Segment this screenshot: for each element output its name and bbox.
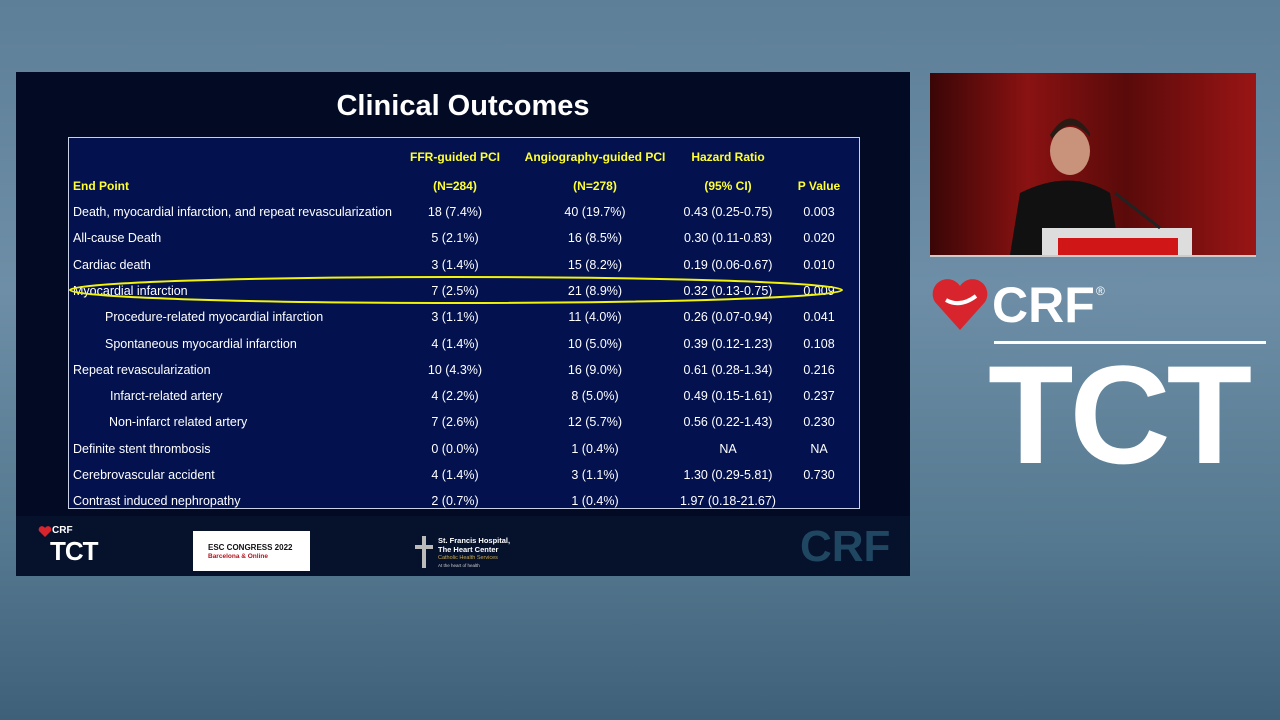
row-label: Death, myocardial infarction, and repeat… xyxy=(73,205,392,219)
heart-icon xyxy=(38,526,52,537)
cell: 1 (0.4%) xyxy=(571,494,619,509)
cell: 8 (5.0%) xyxy=(571,389,619,404)
footer-tct: TCT xyxy=(50,536,99,566)
cell: 1.97 (0.18-21.67) xyxy=(680,494,776,509)
hospital-text: St. Francis Hospital, xyxy=(438,536,511,545)
cell: 0.041 xyxy=(803,310,835,325)
cell: NA xyxy=(810,441,828,456)
brand-rule xyxy=(994,341,1266,344)
slide: Clinical Outcomes FFR-guided PCI Angiogra… xyxy=(16,72,910,576)
row-label: Non-infarct related artery xyxy=(109,415,248,430)
esc-title: ESC CONGRESS 2022 xyxy=(208,543,293,552)
hospital-text: Catholic Health Services xyxy=(438,555,498,561)
cell: 7 (2.6%) xyxy=(431,415,479,430)
brand-crf: CRF xyxy=(992,277,1095,333)
speaker-video xyxy=(930,73,1256,257)
cell: 2 (0.7%) xyxy=(431,494,479,509)
cell: 16 (9.0%) xyxy=(567,362,623,377)
column-header: (95% CI) xyxy=(704,179,752,193)
cell: 21 (8.9%) xyxy=(567,283,623,298)
speaker-scene xyxy=(1010,118,1192,255)
row-label: Repeat revascularization xyxy=(73,362,211,377)
row-label: Procedure-related myocardial infarction xyxy=(105,310,324,325)
cell: 12 (5.7%) xyxy=(567,415,623,430)
cell: 10 (4.3%) xyxy=(427,362,483,377)
cell: 0.230 xyxy=(803,415,835,430)
row-label: Definite stent thrombosis xyxy=(73,441,211,456)
cell: 0.108 xyxy=(803,336,835,351)
cell: 15 (8.2%) xyxy=(567,257,623,272)
slide-footer: CRF TCT ESC CONGRESS 2022 Barcelona & On… xyxy=(16,516,910,576)
row-label: Contrast induced nephropathy xyxy=(73,494,241,509)
row-label: All-cause Death xyxy=(73,231,162,246)
cell: 4 (2.2%) xyxy=(431,389,479,404)
cell: 1.30 (0.29-5.81) xyxy=(683,468,773,482)
table: FFR-guided PCI Angiography-guided PCI Haza… xyxy=(68,137,860,509)
cell: 18 (7.4%) xyxy=(427,205,483,219)
row-label: Cardiac death xyxy=(73,257,151,272)
cell: 0.61 (0.28-1.34) xyxy=(683,362,773,377)
cell: 0.003 xyxy=(803,205,835,219)
cell: 10 (5.0%) xyxy=(567,336,623,351)
cell: 0.32 (0.13-0.75) xyxy=(683,283,773,298)
esc-logo: ESC CONGRESS 2022 Barcelona & Online xyxy=(193,531,310,571)
cell: 16 (8.5%) xyxy=(567,231,623,246)
cell: 0.26 (0.07-0.94) xyxy=(683,310,773,325)
cell: 4 (1.4%) xyxy=(431,336,479,351)
watermark: CRF xyxy=(800,522,891,571)
esc-sub: Barcelona & Online xyxy=(208,553,268,560)
crf-heart xyxy=(932,279,988,330)
cell: 0 (0.0%) xyxy=(431,441,479,456)
cell: 0.020 xyxy=(803,231,835,246)
cell: 3 (1.1%) xyxy=(431,310,479,325)
brand-reg: ® xyxy=(1096,284,1105,298)
cell: NA xyxy=(719,441,737,456)
row-label: Spontaneous myocardial infarction xyxy=(105,336,297,351)
highlight-ellipse xyxy=(69,276,843,304)
cell: 4 (1.4%) xyxy=(431,468,479,482)
cell: 0.30 (0.11-0.83) xyxy=(683,231,773,246)
cell: 40 (19.7%) xyxy=(564,205,626,219)
cell: 3 (1.4%) xyxy=(431,257,479,272)
cell: 0.43 (0.25-0.75) xyxy=(683,205,773,219)
hospital-text: The Heart Center xyxy=(438,545,499,554)
cell: 0.730 xyxy=(803,468,835,482)
cell: 1 (0.4%) xyxy=(571,441,619,456)
cell: 0.49 (0.15-1.61) xyxy=(683,389,773,404)
column-header: P Value xyxy=(797,179,841,193)
cell: 0.237 xyxy=(803,389,835,404)
row-label: Infarct-related artery xyxy=(110,389,223,404)
footer-crf: CRF xyxy=(52,525,73,536)
cell: 0.39 (0.12-1.23) xyxy=(683,336,773,351)
slide-title: Clinical Outcomes xyxy=(336,90,590,122)
cell: 3 (1.1%) xyxy=(571,468,619,482)
cell: 0.19 (0.06-0.67) xyxy=(683,257,773,272)
cell: 0.216 xyxy=(803,362,835,377)
cross-icon xyxy=(415,536,433,568)
cell: 5 (2.1%) xyxy=(431,231,479,246)
column-header: (N=284) xyxy=(433,179,477,193)
column-header: End Point xyxy=(73,179,129,193)
row-label: Cerebrovascular accident xyxy=(73,468,215,482)
column-header: Hazard Ratio xyxy=(691,150,765,164)
column-header: (N=278) xyxy=(573,179,617,193)
cell: 7 (2.5%) xyxy=(431,283,479,298)
column-header: FFR-guided PCI xyxy=(410,150,500,164)
cell: 11 (4.0%) xyxy=(568,310,622,325)
brand-tct: TCT xyxy=(988,336,1252,493)
hospital-text: At the heart of health xyxy=(438,563,480,568)
cell: 0.010 xyxy=(803,257,835,272)
cell: 0.56 (0.22-1.43) xyxy=(683,415,773,430)
column-header: Angiography-guided PCI xyxy=(524,150,666,164)
